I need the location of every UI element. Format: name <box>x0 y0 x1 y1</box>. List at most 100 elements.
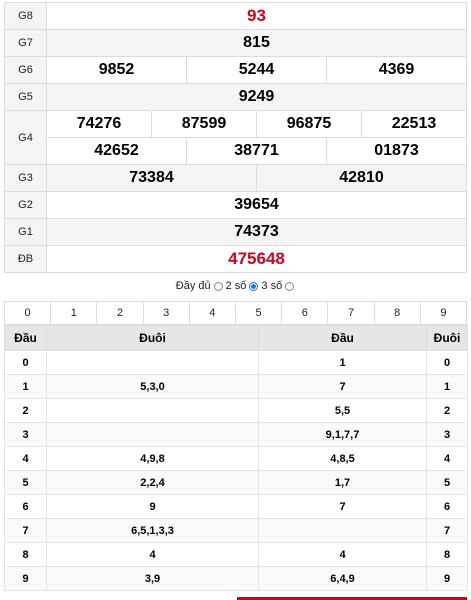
prize-number: 42810 <box>256 165 466 191</box>
digit-filter-4[interactable]: 4 <box>188 302 235 324</box>
prize-label: ĐB <box>4 245 47 273</box>
option-two-label: 2 số <box>225 280 247 292</box>
prize-label: G1 <box>4 218 47 246</box>
digit-filter-5[interactable]: 5 <box>235 302 281 324</box>
dau-values-cell: 1,7 <box>258 470 427 495</box>
duoi-values-cell: 2,2,4 <box>46 470 259 495</box>
table-row: 9 3,9 6,4,9 9 <box>4 566 468 591</box>
prize-number: 4369 <box>326 57 466 83</box>
prize-label: G5 <box>4 83 47 111</box>
dau-values-cell: 4,8,5 <box>258 446 427 471</box>
option-three-label: 3 số <box>261 280 283 292</box>
duoi-values-cell: 5,3,0 <box>46 374 259 399</box>
dau-cell: 8 <box>4 542 47 567</box>
prize-number: 87599 <box>151 111 256 137</box>
prize-label: G3 <box>4 164 47 192</box>
table-row: 5 2,2,4 1,7 5 <box>4 470 468 495</box>
radio-full[interactable] <box>213 281 223 291</box>
duoi-values-cell <box>46 422 259 447</box>
header-duoi-2: Đuôi <box>426 325 468 351</box>
duoi-values-cell: 6,5,1,3,3 <box>46 518 259 543</box>
prize-number: 73384 <box>129 169 174 186</box>
prize-number: 38771 <box>186 138 326 164</box>
duoi-cell: 6 <box>426 494 468 519</box>
prize-label: G4 <box>4 110 47 165</box>
dau-values-cell: 6,4,9 <box>258 566 427 591</box>
prize-number: 39654 <box>46 191 467 219</box>
header-dau: Đầu <box>4 325 47 351</box>
prize-label: G6 <box>4 56 47 84</box>
duoi-cell: 2 <box>426 398 468 423</box>
radio-three[interactable] <box>285 281 295 291</box>
prize-label: G8 <box>4 2 47 30</box>
table-row: 1 5,3,0 7 1 <box>4 374 468 399</box>
prize-number: 74373 <box>46 218 467 246</box>
prize-number: 42652 <box>94 142 139 159</box>
dau-cell: 6 <box>4 494 47 519</box>
duoi-cell: 8 <box>426 542 468 567</box>
prize-number: 96875 <box>256 111 361 137</box>
table-row: 2 5,5 2 <box>4 398 468 423</box>
loto-table: Đầu Đuôi Đầu Đuôi 0 1 0 1 5,3,0 7 1 2 5,5 2 3 9,1,7… <box>4 325 468 591</box>
duoi-values-cell: 3,9 <box>46 566 259 591</box>
digit-filter-6[interactable]: 6 <box>281 302 327 324</box>
duoi-cell: 7 <box>426 518 468 543</box>
prize-number: 22513 <box>361 111 466 137</box>
prize-number: 5244 <box>186 57 326 83</box>
dau-cell: 4 <box>4 446 47 471</box>
dau-values-cell: 7 <box>258 494 427 519</box>
duoi-values-cell: 4 <box>46 542 259 567</box>
prize-number: 93 <box>46 2 467 30</box>
duoi-cell: 1 <box>426 374 468 399</box>
header-duoi: Đuôi <box>46 325 259 351</box>
digit-filter-1[interactable]: 1 <box>50 302 96 324</box>
table-row: 4 4,9,8 4,8,5 4 <box>4 446 468 471</box>
duoi-cell: 9 <box>426 566 468 591</box>
dau-values-cell: 4 <box>258 542 427 567</box>
display-options: Đầy đủ 2 số 3 số <box>0 280 471 292</box>
digit-filter-0[interactable]: 0 <box>24 307 31 319</box>
duoi-cell: 5 <box>426 470 468 495</box>
prize-number: 815 <box>46 29 467 57</box>
dau-cell: 5 <box>4 470 47 495</box>
prize-table: G8 93 G7 815 G6 9852 5244 4369 G5 9249 G4 74276 8759… <box>4 2 467 273</box>
prize-label: G2 <box>4 191 47 219</box>
option-full-label: Đầy đủ <box>175 280 211 292</box>
dau-values-cell: 9,1,7,7 <box>258 422 427 447</box>
prize-number: 9852 <box>98 61 135 78</box>
digit-filter-8[interactable]: 8 <box>373 302 420 324</box>
bottom-accent-bar <box>237 597 467 600</box>
prize-label: G7 <box>4 29 47 57</box>
duoi-cell: 4 <box>426 446 468 471</box>
dau-cell: 1 <box>4 374 47 399</box>
duoi-values-cell <box>46 398 259 423</box>
digit-filter-3[interactable]: 3 <box>142 302 189 324</box>
table-row: 3 9,1,7,7 3 <box>4 422 468 447</box>
prize-number: 9249 <box>46 83 467 111</box>
header-dau-2: Đầu <box>258 325 427 351</box>
duoi-cell: 0 <box>426 350 468 375</box>
dau-values-cell: 7 <box>258 374 427 399</box>
duoi-values-cell <box>46 350 259 375</box>
digit-filter-2[interactable]: 2 <box>96 302 142 324</box>
radio-two[interactable] <box>249 281 259 291</box>
dau-cell: 7 <box>4 518 47 543</box>
digit-filter-7[interactable]: 7 <box>327 302 373 324</box>
digit-filter-9[interactable]: 9 <box>419 302 466 324</box>
dau-values-cell: 5,5 <box>258 398 427 423</box>
prize-number: 475648 <box>46 245 467 273</box>
dau-values-cell <box>258 518 427 543</box>
dau-values-cell: 1 <box>258 350 427 375</box>
dau-cell: 0 <box>4 350 47 375</box>
dau-cell: 3 <box>4 422 47 447</box>
prize-number: 01873 <box>326 138 466 164</box>
dau-cell: 2 <box>4 398 47 423</box>
duoi-values-cell: 4,9,8 <box>46 446 259 471</box>
duoi-values-cell: 9 <box>46 494 259 519</box>
table-row: 7 6,5,1,3,3 7 <box>4 518 468 543</box>
